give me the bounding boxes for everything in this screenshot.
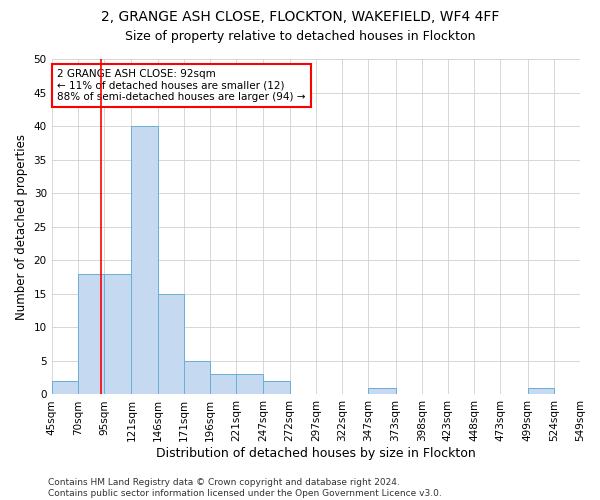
- Bar: [236, 374, 263, 394]
- Bar: [131, 126, 158, 394]
- Bar: [184, 361, 210, 394]
- Bar: [368, 388, 395, 394]
- Text: 2, GRANGE ASH CLOSE, FLOCKTON, WAKEFIELD, WF4 4FF: 2, GRANGE ASH CLOSE, FLOCKTON, WAKEFIELD…: [101, 10, 499, 24]
- Text: Size of property relative to detached houses in Flockton: Size of property relative to detached ho…: [125, 30, 475, 43]
- Bar: [263, 381, 290, 394]
- Bar: [158, 294, 184, 394]
- X-axis label: Distribution of detached houses by size in Flockton: Distribution of detached houses by size …: [156, 447, 476, 460]
- Text: Contains HM Land Registry data © Crown copyright and database right 2024.
Contai: Contains HM Land Registry data © Crown c…: [48, 478, 442, 498]
- Y-axis label: Number of detached properties: Number of detached properties: [15, 134, 28, 320]
- Bar: [104, 274, 131, 394]
- Text: 2 GRANGE ASH CLOSE: 92sqm
← 11% of detached houses are smaller (12)
88% of semi-: 2 GRANGE ASH CLOSE: 92sqm ← 11% of detac…: [57, 69, 305, 102]
- Bar: [527, 388, 554, 394]
- Bar: [52, 381, 78, 394]
- Bar: [78, 274, 104, 394]
- Bar: [210, 374, 236, 394]
